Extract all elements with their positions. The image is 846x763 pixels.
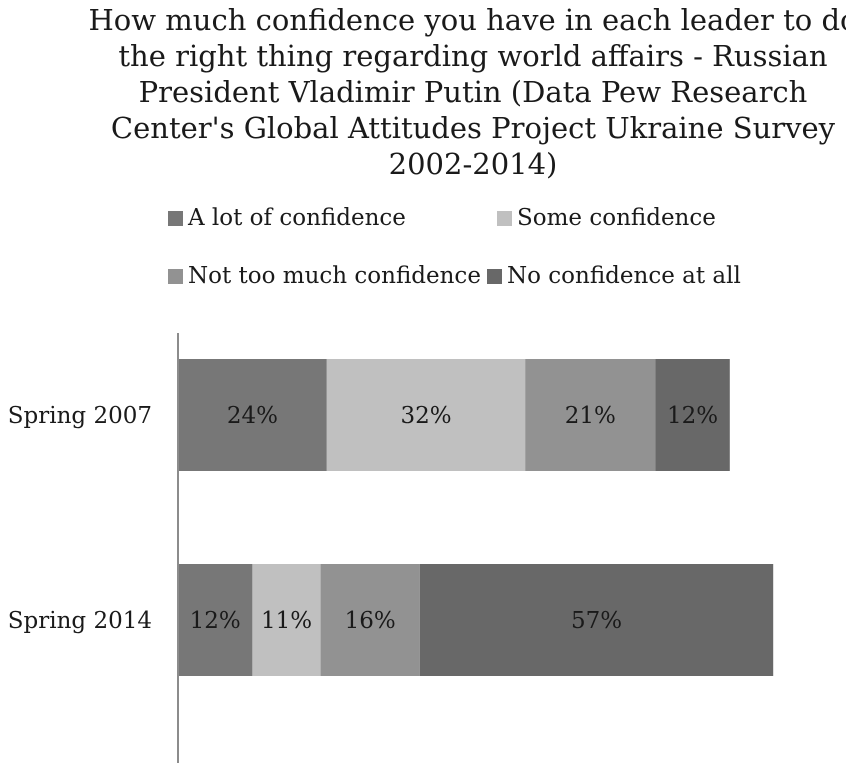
bar-segment: [525, 359, 656, 471]
data-label: 32%: [400, 403, 451, 429]
legend-label: Not too much confidence: [188, 263, 481, 289]
chart-title: How much confidence you have in each lea…: [80, 2, 846, 182]
legend-swatch: [497, 211, 512, 226]
legend-swatch: [168, 211, 183, 226]
bar-segment: [252, 564, 321, 676]
data-label: 16%: [345, 608, 396, 634]
legend-item-no-confidence-at-all: No confidence at all: [487, 262, 741, 290]
data-label: 12%: [667, 403, 718, 429]
bar-segment: [326, 359, 526, 471]
legend-swatch: [487, 269, 502, 284]
bar-segment: [320, 564, 420, 676]
chart-title-line: the right thing regarding world affairs …: [118, 39, 828, 73]
legend-label: No confidence at all: [507, 263, 741, 289]
chart-title-line: Center's Global Attitudes Project Ukrain…: [110, 111, 836, 145]
chart-title-line: How much confidence you have in each lea…: [88, 3, 846, 37]
category-label: Spring 2007: [8, 403, 152, 429]
legend-swatch: [168, 269, 183, 284]
data-label: 11%: [261, 608, 312, 634]
category-label: Spring 2014: [8, 608, 152, 634]
legend-item-a-lot-of-confidence: A lot of confidence: [168, 204, 406, 232]
bar-segment: [178, 359, 327, 471]
chart-title-line: 2002-2014): [388, 147, 558, 181]
data-label: 21%: [565, 403, 616, 429]
legend-item-some-confidence: Some confidence: [497, 204, 716, 232]
bar-segment: [419, 564, 774, 676]
legend-item-not-too-much-confidence: Not too much confidence: [168, 262, 481, 290]
data-label: 24%: [227, 403, 278, 429]
data-label: 12%: [190, 608, 241, 634]
legend-label: A lot of confidence: [188, 205, 406, 231]
data-label: 57%: [571, 608, 622, 634]
chart-title-line: President Vladimir Putin (Data Pew Resea…: [138, 75, 808, 109]
bar-segment: [655, 359, 730, 471]
legend-label: Some confidence: [517, 205, 716, 231]
bar-segment: [178, 564, 253, 676]
